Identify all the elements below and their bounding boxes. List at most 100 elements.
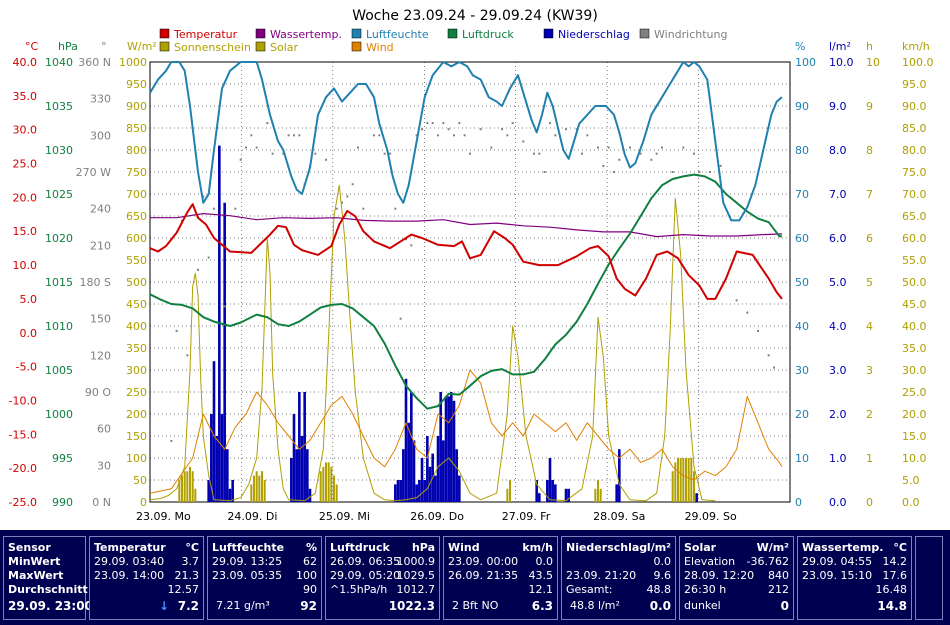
wind-direction-dot — [650, 158, 653, 161]
weather-chart: Woche 23.09.24 - 29.09.24 (KW39) Tempera… — [9, 8, 934, 523]
legend-label: Sonnenschein — [174, 41, 251, 54]
luftdruck-max-value: 1029.5 — [396, 569, 436, 582]
sunshine-bar — [186, 471, 189, 502]
precipitation-bar — [210, 414, 213, 502]
wind-direction-dot — [757, 329, 759, 332]
wind-direction-dot — [447, 128, 450, 131]
solar-max-value: 840 — [768, 569, 789, 582]
precipitation-bar — [402, 449, 405, 502]
axis-tick-pressure: 1030 — [45, 144, 73, 157]
axis-tick-winddir: 150 — [90, 313, 111, 326]
wassertemp-header: Wassertemp. — [802, 541, 884, 554]
wind-direction-dot — [213, 207, 215, 210]
series-line-wind — [149, 369, 783, 494]
luftfeuchte-absolute: 7.21 g/m³ — [216, 599, 270, 612]
axis-tick-rain: 1.0 — [829, 452, 847, 465]
legend-label: Wind — [366, 41, 394, 54]
axis-tick-temp: -10.0 — [9, 394, 37, 407]
solar-block: Solar W/m² Elevation -36.762 28.09. 12:20 8… — [679, 536, 794, 620]
axis-tick-solar: 550 — [126, 254, 147, 267]
temperatur-header: Temperatur — [94, 541, 166, 554]
wind-direction-dot — [682, 146, 685, 149]
axis-tick-solar: 800 — [126, 144, 147, 157]
axis-tick-humidity: 60 — [795, 232, 809, 245]
axis-tick-rain: 2.0 — [829, 408, 847, 421]
precipitation-bar — [564, 488, 568, 502]
current-time: 29.09. 23:00 — [8, 599, 93, 613]
wind-direction-dot — [234, 207, 237, 210]
axis-tick-temp: 30.0 — [13, 124, 38, 137]
axis-tick-rain: 5.0 — [829, 276, 847, 289]
wind-direction-dot — [255, 146, 258, 149]
axis-tick-rain: 10.0 — [829, 56, 854, 69]
chart-legend: Temperatur Wassertemp. Luftfeuchte Luftdruc… — [159, 28, 727, 54]
wind-direction-dot — [554, 134, 557, 137]
precipitation-bar — [295, 449, 298, 502]
precipitation-bar — [444, 396, 448, 502]
precipitation-bar — [420, 458, 424, 502]
wind-direction-dot — [298, 134, 301, 137]
sunshine-bar — [330, 466, 333, 502]
x-tick-label: 29.09. So — [685, 510, 737, 523]
chart-grid — [150, 62, 790, 502]
precipitation-bar — [292, 414, 296, 502]
axis-tick-winddir: 120 — [90, 349, 111, 362]
chart-axes: °C40.035.030.025.020.015.010.05.00.0-5.0… — [9, 40, 934, 509]
luftfeuchte-min-value: 62 — [303, 555, 317, 568]
wind-direction-dot — [735, 299, 738, 302]
precipitation-bar — [439, 392, 442, 502]
precipitation-bar — [551, 480, 554, 502]
sunshine-bar — [674, 462, 677, 502]
axis-tick-solar: 950 — [126, 78, 147, 91]
wind-max-time: 26.09. 21:35 — [448, 569, 519, 582]
luftdruck-unit: hPa — [411, 541, 435, 554]
temperatur-min-time: 29.09. 03:40 — [94, 555, 165, 568]
axis-tick-temp: 0.0 — [20, 327, 38, 340]
axis-tick-humidity: 20 — [795, 408, 809, 421]
axis-tick-temp: -15.0 — [9, 428, 37, 441]
precipitation-bar — [436, 436, 440, 502]
precipitation-bar — [228, 488, 232, 502]
wind-direction-dot — [602, 164, 605, 167]
axis-tick-rain: 3.0 — [829, 364, 847, 377]
precipitation-bar — [300, 436, 304, 502]
axis-unit-temp: °C — [25, 40, 39, 53]
temperatur-avg: 12.57 — [167, 583, 200, 596]
sunshine-bar — [677, 458, 679, 502]
axis-tick-solar: 250 — [126, 386, 147, 399]
axis-tick-humidity: 50 — [795, 276, 809, 289]
precipitation-bar — [303, 392, 306, 502]
wind-direction-dot — [773, 366, 775, 369]
x-tick-label: 25.09. Mi — [319, 510, 370, 523]
wind-direction-dot — [410, 244, 413, 247]
solar-sun-value: 212 — [768, 583, 789, 596]
axis-tick-solar: 700 — [126, 188, 147, 201]
wind-direction-dot — [170, 439, 173, 442]
axis-unit-solar: W/m² — [127, 40, 157, 53]
axis-tick-humidity: 0 — [795, 496, 802, 509]
wind-direction-dot — [511, 122, 514, 125]
solar-header: Solar — [684, 541, 717, 554]
axis-tick-temp: -20.0 — [9, 462, 37, 475]
axis-tick-wind: 100.0 — [902, 56, 934, 69]
wind-direction-dot — [335, 207, 338, 210]
axis-tick-winddir: 30 — [97, 459, 111, 472]
wind-direction-dot — [597, 146, 599, 149]
sensor-header: Sensor — [8, 541, 51, 554]
precipitation-bar — [410, 392, 413, 502]
luftfeuchte-avg: 90 — [303, 583, 317, 596]
chart-title: Woche 23.09.24 - 29.09.24 (KW39) — [352, 8, 598, 24]
axis-tick-wind: 40.0 — [902, 320, 927, 333]
wind-block: Wind km/h 23.09. 00:00 0.0 26.09. 21:35 43.… — [443, 536, 558, 620]
niederschlag-sum: 48.8 l/m² — [570, 599, 620, 612]
legend-label: Niederschlag — [558, 28, 630, 41]
luftdruck-avg: 1012.7 — [396, 583, 436, 596]
axis-tick-humidity: 30 — [795, 364, 809, 377]
wind-direction-dot — [405, 238, 407, 241]
wind-direction-dot — [437, 134, 439, 137]
wind-direction-dot — [362, 207, 365, 210]
solar-state: dunkel — [684, 599, 721, 612]
axis-tick-winddir: 180 S — [80, 276, 111, 289]
legend-label: Luftfeuchte — [366, 28, 429, 41]
precipitation-bar — [394, 484, 397, 502]
